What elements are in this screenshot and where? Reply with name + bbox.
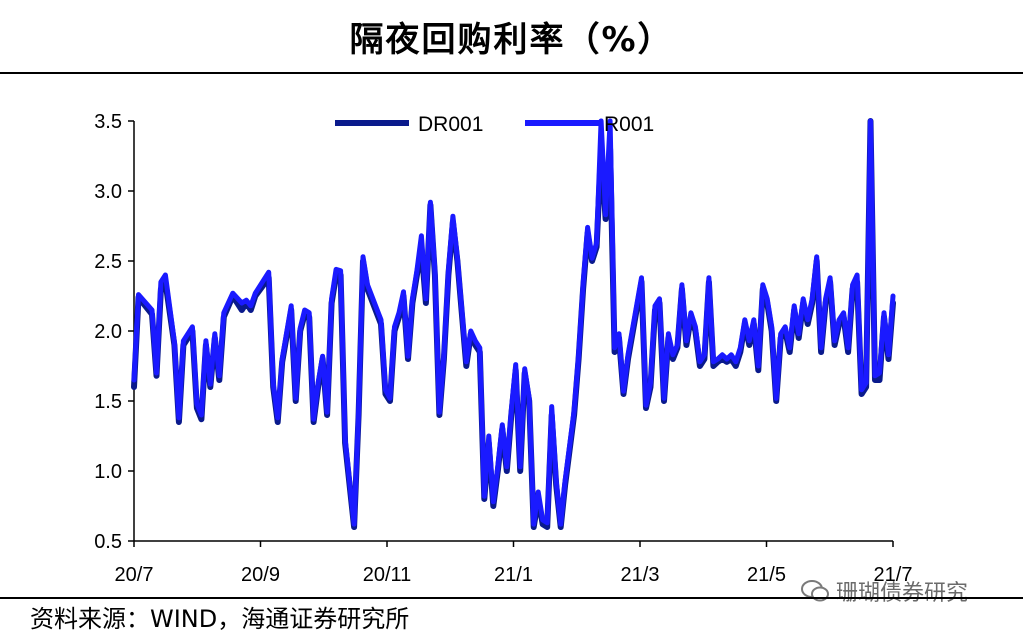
legend-label-dr001: DR001 xyxy=(418,113,483,136)
x-tick-label: 21/1 xyxy=(494,564,533,586)
x-tick-label: 21/7 xyxy=(874,564,913,586)
chart-axes: 0.5 1.0 1.5 2.0 2.5 3.0 3.5 20/7 20/9 20/11 21/1 21… xyxy=(94,111,912,586)
series-line-dr001 xyxy=(131,118,896,530)
chart-title: 隔夜回购利率（%） xyxy=(349,20,674,60)
y-tick-label: 1.0 xyxy=(94,461,122,483)
x-tick-label: 20/9 xyxy=(241,564,280,586)
y-tick-label: 3.0 xyxy=(94,181,122,203)
wechat-icon xyxy=(801,580,829,602)
series-line-r001 xyxy=(131,118,896,527)
chart-lines xyxy=(131,118,896,530)
y-tick-label: 2.5 xyxy=(94,251,122,273)
x-tick-label: 21/3 xyxy=(621,564,660,586)
watermark-text: 珊瑚债券研究 xyxy=(836,581,969,606)
source-note: 资料来源：WIND，海通证券研究所 xyxy=(30,605,410,633)
title-divider xyxy=(0,72,1023,74)
chart: 0.5 1.0 1.5 2.0 2.5 3.0 3.5 20/7 20/9 20/11 21/1 21… xyxy=(94,111,912,586)
legend-label-r001: R001 xyxy=(604,113,654,136)
x-tick-label: 20/11 xyxy=(363,564,412,586)
y-tick-label: 1.5 xyxy=(94,391,122,413)
watermark: 珊瑚债券研究 xyxy=(800,575,968,607)
x-tick-label: 20/7 xyxy=(115,564,154,586)
source-divider xyxy=(0,597,1023,599)
chart-legend: DR001 R001 xyxy=(335,113,654,136)
y-tick-label: 3.5 xyxy=(94,111,122,133)
y-tick-label: 2.0 xyxy=(94,321,122,343)
y-tick-label: 0.5 xyxy=(94,531,122,553)
x-tick-label: 21/5 xyxy=(747,564,786,586)
